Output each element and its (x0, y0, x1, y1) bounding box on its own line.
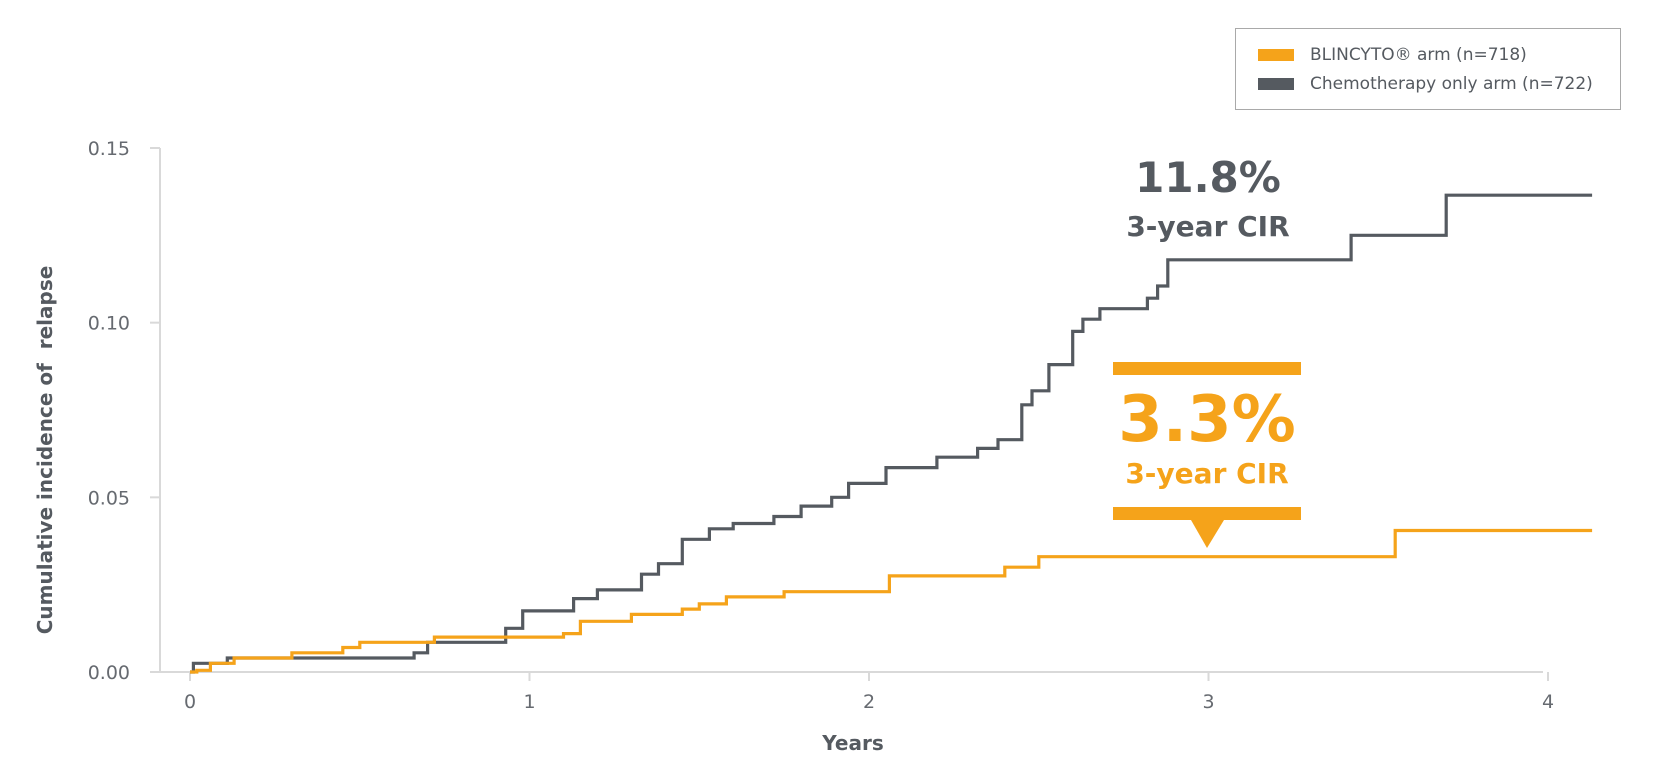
blin-callout-bottom-bar (1113, 507, 1301, 520)
chemo-annotation-label: 3-year CIR (1126, 210, 1289, 243)
blin-annotation-value: 3.3% (1118, 383, 1296, 457)
blin-callout-pointer (1191, 520, 1224, 548)
y-tick-label: 0.10 (88, 313, 130, 335)
legend-item-blincyto: BLINCYTO® arm (n=718) (1258, 42, 1527, 68)
y-axis-title: Cumulative incidence of relapse (33, 266, 57, 635)
x-tick-label: 3 (1202, 691, 1214, 713)
chemo-series-line (190, 193, 1593, 674)
legend-label-blincyto: BLINCYTO® arm (n=718) (1310, 45, 1527, 65)
x-tick-label: 2 (863, 691, 875, 713)
y-tick-label: 0.00 (88, 662, 130, 684)
blincyto-series-line (190, 528, 1593, 674)
legend-swatch-chemo (1258, 78, 1294, 90)
x-tick-label: 0 (184, 691, 196, 713)
x-tick-label: 4 (1542, 691, 1554, 713)
x-axis-title: Years (821, 731, 883, 755)
legend: BLINCYTO® arm (n=718) Chemotherapy only … (1235, 28, 1621, 110)
legend-item-chemo: Chemotherapy only arm (n=722) (1258, 71, 1593, 97)
blin-annotation-label: 3-year CIR (1125, 457, 1288, 490)
legend-swatch-blincyto (1258, 49, 1294, 61)
y-tick-label: 0.05 (88, 487, 130, 509)
legend-label-chemo: Chemotherapy only arm (n=722) (1310, 74, 1593, 94)
y-tick-label: 0.15 (88, 138, 130, 160)
chemo-annotation-value: 11.8% (1135, 153, 1281, 202)
x-tick-label: 1 (523, 691, 535, 713)
blin-callout-top-bar (1113, 362, 1301, 375)
